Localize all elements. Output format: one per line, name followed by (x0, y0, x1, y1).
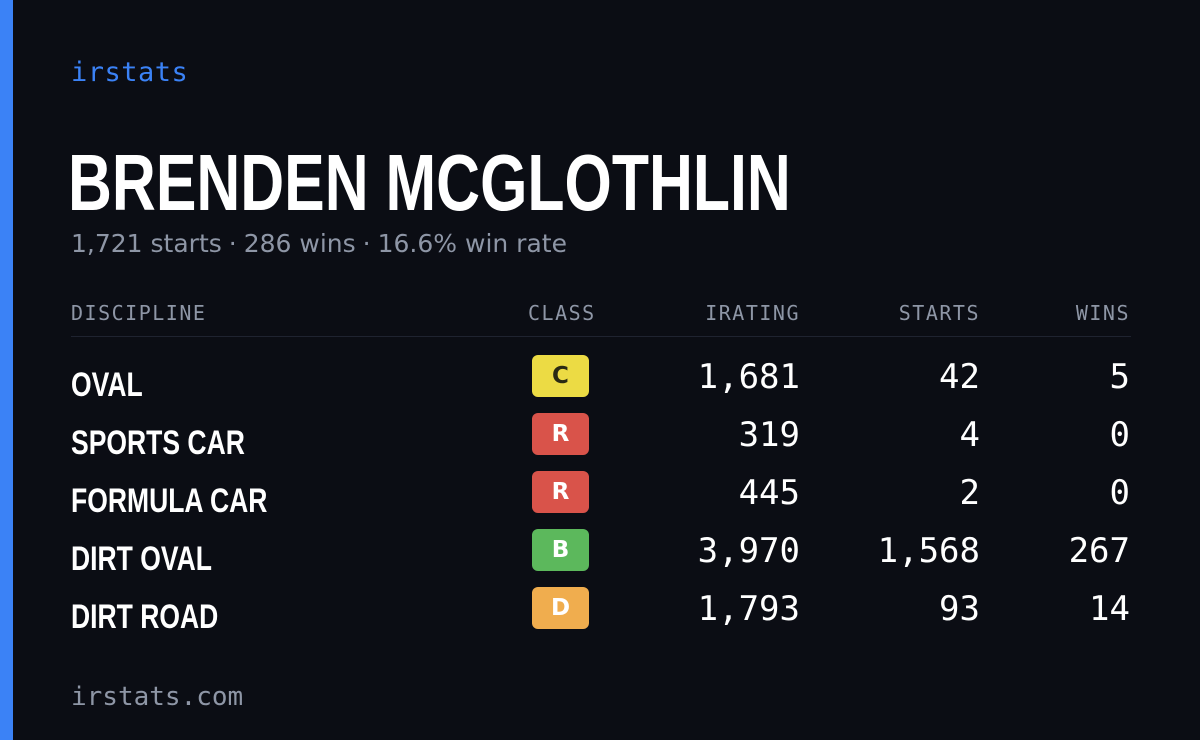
irating-value: 1,793 (697, 589, 800, 629)
license-class-badge: B (532, 529, 589, 571)
table-row: DIRT OVAL B 3,970 1,568 267 (71, 527, 1131, 585)
header-irating: IRATING (705, 301, 800, 325)
header-starts: STARTS (898, 301, 980, 325)
discipline-table: DISCIPLINE CLASS IRATING STARTS WINS OVA… (71, 296, 1131, 643)
irating-value: 3,970 (697, 531, 800, 571)
table-body: OVAL C 1,681 42 5 SPORTS CAR R 319 4 0 F… (71, 337, 1131, 643)
starts-value: 42 (939, 357, 980, 397)
total-wins: 286 wins (243, 229, 356, 258)
header-class: CLASS (528, 301, 596, 325)
irating-value: 445 (738, 473, 800, 513)
header-wins: WINS (1075, 301, 1130, 325)
irating-value: 1,681 (697, 357, 800, 397)
table-header: DISCIPLINE CLASS IRATING STARTS WINS (71, 296, 1131, 337)
discipline-name: OVAL (71, 366, 143, 404)
discipline-name: FORMULA CAR (71, 482, 268, 520)
separator: · (228, 229, 237, 258)
discipline-name: SPORTS CAR (71, 424, 245, 462)
driver-summary: 1,721 starts · 286 wins · 16.6% win rate (71, 226, 567, 262)
license-class-badge: R (532, 413, 589, 455)
starts-value: 1,568 (877, 531, 980, 571)
separator: · (362, 229, 371, 258)
footer-url: irstats.com (71, 682, 244, 712)
starts-value: 4 (959, 415, 980, 455)
license-class-badge: C (532, 355, 589, 397)
table-row: DIRT ROAD D 1,793 93 14 (71, 585, 1131, 643)
brand-logo: irstats (71, 57, 189, 88)
discipline-name: DIRT OVAL (71, 540, 212, 578)
license-class-badge: R (532, 471, 589, 513)
wins-value: 14 (1089, 589, 1130, 629)
table-row: FORMULA CAR R 445 2 0 (71, 469, 1131, 527)
header-discipline: DISCIPLINE (71, 301, 207, 325)
license-class-badge: D (532, 587, 589, 629)
irating-value: 319 (738, 415, 800, 455)
table-row: OVAL C 1,681 42 5 (71, 353, 1131, 411)
total-starts: 1,721 starts (71, 229, 222, 258)
wins-value: 0 (1109, 473, 1130, 513)
wins-value: 0 (1109, 415, 1130, 455)
table-row: SPORTS CAR R 319 4 0 (71, 411, 1131, 469)
driver-name: BRENDEN MCGLOTHLIN (68, 138, 791, 227)
wins-value: 267 (1068, 531, 1130, 571)
starts-value: 93 (939, 589, 980, 629)
discipline-name: DIRT ROAD (71, 598, 219, 636)
wins-value: 5 (1109, 357, 1130, 397)
starts-value: 2 (959, 473, 980, 513)
accent-bar (0, 0, 13, 740)
win-rate: 16.6% win rate (377, 229, 567, 258)
